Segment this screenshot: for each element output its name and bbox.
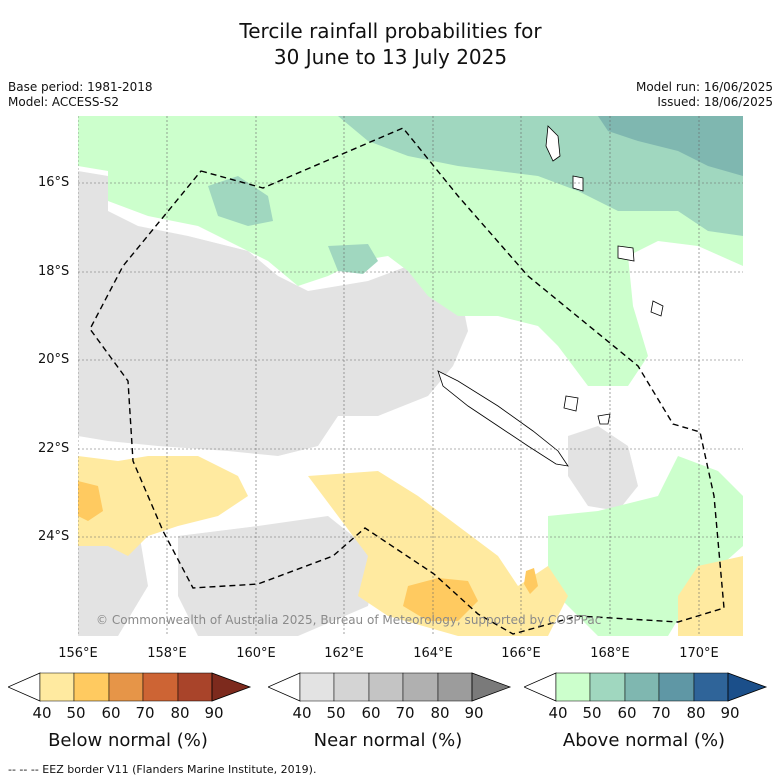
- cbar-above-tick-40: 40: [548, 704, 568, 722]
- cbar-near-tick-90: 90: [464, 704, 484, 722]
- title-line-2: 30 June to 13 July 2025: [273, 45, 508, 69]
- cbar-near-tick-40: 40: [292, 704, 312, 722]
- cbar-near-tick-60: 60: [361, 704, 381, 722]
- vanuatu-island-1: [545, 125, 561, 162]
- new-caledonia-land: [437, 370, 569, 467]
- rainfall-map: [78, 116, 743, 636]
- cbar-above-segment-5: [693, 672, 729, 702]
- cbar-below-tick-60: 60: [101, 704, 121, 722]
- lon-label-170e: 170°E: [679, 646, 719, 661]
- below-normal-region-west: [78, 456, 248, 556]
- cbar-below-arrow-left: [8, 672, 41, 702]
- cbar-above-segment-3: [624, 672, 660, 702]
- below-normal-region-east: [678, 556, 743, 636]
- below-normal-region-south: [308, 471, 568, 636]
- eez-border: [89, 127, 725, 635]
- cbar-above-tick-90: 90: [720, 704, 740, 722]
- cbar-above-segment-1: [555, 672, 591, 702]
- meta-right: Model run: 16/06/2025 Issued: 18/06/2025: [636, 80, 773, 110]
- near-normal-region-east: [568, 426, 638, 511]
- cbar-below-segment-2: [73, 672, 110, 702]
- cbar-near-tick-70: 70: [395, 704, 415, 722]
- cbar-below-segment-1: [39, 672, 75, 702]
- cbar-below-segment-4: [142, 672, 179, 702]
- cbar-near-arrow-right: [471, 672, 512, 702]
- copyright-notice: © Commonwealth of Australia 2025, Bureau…: [96, 613, 602, 627]
- cbar-below-tick-70: 70: [135, 704, 155, 722]
- cbar-near-segment-1: [299, 672, 335, 702]
- lat-label-16s: 16°S: [38, 175, 70, 190]
- map-svg: [78, 116, 743, 636]
- cbar-below-tick-80: 80: [170, 704, 190, 722]
- loyalty-island-2: [597, 413, 611, 425]
- below-normal-60-south: [403, 578, 478, 621]
- cbar-near-tick-50: 50: [326, 704, 346, 722]
- vanuatu-island-2: [572, 175, 584, 192]
- cbar-above-title: Above normal (%): [562, 730, 726, 751]
- cbar-above-arrow-right: [727, 672, 768, 702]
- map-title: Tercile rainfall probabilities for 30 Ju…: [0, 18, 781, 70]
- colorbar-above-normal: [524, 672, 768, 702]
- above-normal-50-west: [208, 176, 273, 226]
- model-name: Model: ACCESS-S2: [8, 95, 120, 109]
- cbar-above-tick-80: 80: [686, 704, 706, 722]
- cbar-above-segment-4: [658, 672, 695, 702]
- near-normal-region-west: [78, 171, 468, 456]
- base-period: Base period: 1981-2018: [8, 80, 153, 94]
- below-normal-60-small: [524, 568, 538, 594]
- vanuatu-island-4: [650, 300, 664, 317]
- cbar-below-tick-50: 50: [66, 704, 86, 722]
- above-normal-50-center: [328, 244, 378, 274]
- cbar-near-segment-5: [437, 672, 473, 702]
- cbar-near-segment-2: [333, 672, 370, 702]
- cbar-above-arrow-left: [524, 672, 557, 702]
- lon-label-158e: 158°E: [147, 646, 187, 661]
- lon-label-166e: 166°E: [501, 646, 541, 661]
- cbar-below-segment-3: [108, 672, 144, 702]
- cbar-below-segment-5: [177, 672, 213, 702]
- cbar-near-arrow-left: [268, 672, 301, 702]
- gridlines: [78, 116, 743, 636]
- cbar-above-tick-70: 70: [651, 704, 671, 722]
- cbar-above-tick-60: 60: [617, 704, 637, 722]
- lon-label-156e: 156°E: [58, 646, 98, 661]
- cbar-below-tick-90: 90: [204, 704, 224, 722]
- colorbar-below-normal: [8, 672, 252, 702]
- lon-label-168e: 168°E: [590, 646, 630, 661]
- lon-label-160e: 160°E: [236, 646, 276, 661]
- loyalty-island-1: [563, 395, 579, 412]
- colorbar-near-normal: [268, 672, 512, 702]
- vanuatu-island-3: [617, 245, 635, 262]
- cbar-above-tick-50: 50: [582, 704, 602, 722]
- lat-label-22s: 22°S: [38, 441, 70, 456]
- cbar-near-segment-3: [368, 672, 404, 702]
- title-line-1: Tercile rainfall probabilities for: [239, 19, 542, 43]
- lon-label-162e: 162°E: [324, 646, 364, 661]
- cbar-near-tick-80: 80: [430, 704, 450, 722]
- below-normal-60-west: [78, 481, 103, 521]
- cbar-below-arrow-right: [211, 672, 252, 702]
- meta-left: Base period: 1981-2018 Model: ACCESS-S2: [8, 80, 153, 110]
- cbar-near-title: Near normal (%): [313, 730, 463, 751]
- lon-label-164e: 164°E: [413, 646, 453, 661]
- lat-label-24s: 24°S: [38, 529, 70, 544]
- issued-date: Issued: 18/06/2025: [657, 95, 773, 109]
- lat-label-18s: 18°S: [38, 264, 70, 279]
- cbar-below-tick-40: 40: [32, 704, 52, 722]
- model-run: Model run: 16/06/2025: [635, 80, 773, 94]
- above-normal-70-east: [598, 116, 743, 176]
- cbar-below-title: Below normal (%): [48, 730, 208, 751]
- eez-footnote: -- -- -- EEZ border V11 (Flanders Marine…: [8, 763, 317, 776]
- above-normal-50-east: [338, 116, 743, 236]
- cbar-near-segment-4: [402, 672, 439, 702]
- lat-label-20s: 20°S: [38, 352, 70, 367]
- cbar-above-segment-2: [589, 672, 626, 702]
